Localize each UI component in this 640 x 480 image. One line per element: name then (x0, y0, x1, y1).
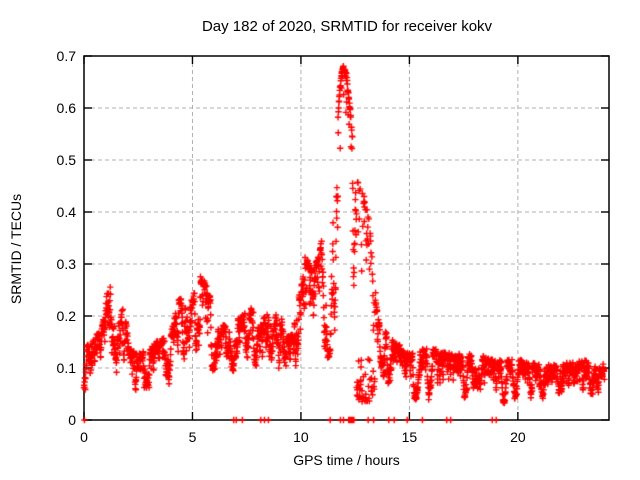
y-tick-label: 0.5 (56, 152, 76, 168)
x-tick-label: 0 (80, 429, 88, 445)
y-tick-label: 0.3 (56, 256, 76, 272)
x-tick-label: 15 (401, 429, 418, 445)
y-tick-label: 0 (68, 412, 76, 428)
y-tick-label: 0.7 (56, 48, 76, 64)
chart-title: Day 182 of 2020, SRMTID for receiver kok… (201, 18, 493, 35)
x-tick-label: 20 (510, 429, 526, 445)
y-tick-label: 0.1 (56, 360, 76, 376)
x-tick-label: 5 (188, 429, 197, 445)
x-axis-label: GPS time / hours (293, 452, 400, 468)
y-tick-label: 0.6 (56, 100, 76, 116)
y-axis-label: SRMTID / TECUs (8, 193, 24, 305)
x-tick-label: 10 (293, 429, 309, 445)
y-tick-label: 0.4 (56, 204, 76, 220)
y-tick-label: 0.2 (56, 308, 76, 324)
